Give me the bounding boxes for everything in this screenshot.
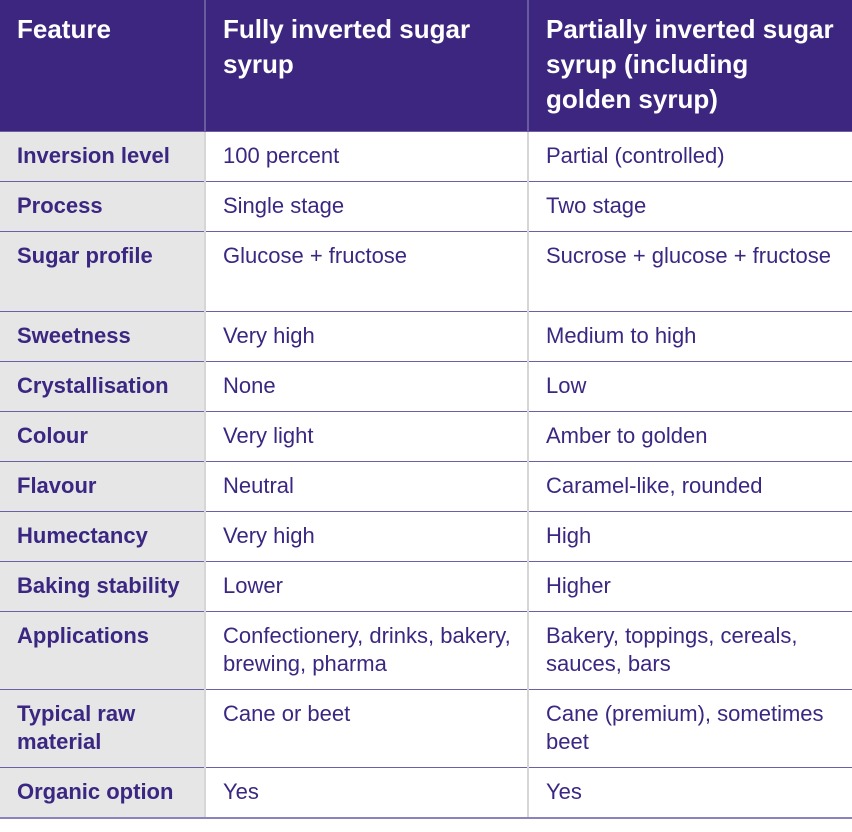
table-row: Process Single stage Two stage	[0, 181, 852, 232]
fully-inverted-cell: Lower	[204, 561, 528, 612]
feature-cell: Sugar profile	[0, 231, 205, 312]
feature-cell: Humectancy	[0, 511, 205, 562]
feature-cell: Crystallisation	[0, 361, 205, 412]
table-row: Humectancy Very high High	[0, 511, 852, 562]
partially-inverted-cell: Higher	[527, 561, 852, 612]
table-header: Feature Fully inverted sugar syrup Parti…	[0, 0, 852, 132]
feature-cell: Organic option	[0, 767, 205, 819]
partially-inverted-cell: Low	[527, 361, 852, 412]
feature-cell: Inversion level	[0, 131, 205, 182]
table-row: Applications Confectionery, drinks, bake…	[0, 611, 852, 690]
partially-inverted-cell: Two stage	[527, 181, 852, 232]
table-row: Colour Very light Amber to golden	[0, 411, 852, 462]
partially-inverted-cell: Caramel-like, rounded	[527, 461, 852, 512]
partially-inverted-cell: Yes	[527, 767, 852, 819]
fully-inverted-cell: Cane or beet	[204, 689, 528, 768]
table-row: Typical raw material Cane or beet Cane (…	[0, 689, 852, 768]
feature-cell: Process	[0, 181, 205, 232]
feature-cell: Applications	[0, 611, 205, 690]
table-row: Sugar profile Glucose + fructose Sucrose…	[0, 231, 852, 312]
header-row: Feature Fully inverted sugar syrup Parti…	[0, 0, 852, 132]
table-row: Organic option Yes Yes	[0, 767, 852, 819]
table-row: Inversion level 100 percent Partial (con…	[0, 131, 852, 182]
partially-inverted-cell: Amber to golden	[527, 411, 852, 462]
table-row: Baking stability Lower Higher	[0, 561, 852, 612]
fully-inverted-cell: Very light	[204, 411, 528, 462]
partially-inverted-cell: Partial (controlled)	[527, 131, 852, 182]
fully-inverted-cell: None	[204, 361, 528, 412]
fully-inverted-cell: Single stage	[204, 181, 528, 232]
partially-inverted-cell: Cane (premium), sometimes beet	[527, 689, 852, 768]
header-partially-inverted: Partially inverted sugar syrup (includin…	[527, 0, 852, 132]
fully-inverted-cell: Yes	[204, 767, 528, 819]
fully-inverted-cell: 100 percent	[204, 131, 528, 182]
header-fully-inverted: Fully inverted sugar syrup	[204, 0, 528, 132]
feature-cell: Colour	[0, 411, 205, 462]
fully-inverted-cell: Glucose + fructose	[204, 231, 528, 312]
feature-cell: Baking stability	[0, 561, 205, 612]
partially-inverted-cell: Sucrose + glucose + fructose	[527, 231, 852, 312]
table-row: Sweetness Very high Medium to high	[0, 311, 852, 362]
table-body: Inversion level 100 percent Partial (con…	[0, 131, 852, 819]
partially-inverted-cell: Medium to high	[527, 311, 852, 362]
table-row: Flavour Neutral Caramel-like, rounded	[0, 461, 852, 512]
fully-inverted-cell: Neutral	[204, 461, 528, 512]
fully-inverted-cell: Very high	[204, 311, 528, 362]
partially-inverted-cell: High	[527, 511, 852, 562]
feature-cell: Typical raw material	[0, 689, 205, 768]
partially-inverted-cell: Bakery, toppings, cereals, sauces, bars	[527, 611, 852, 690]
fully-inverted-cell: Confectionery, drinks, bakery, brewing, …	[204, 611, 528, 690]
table-row: Crystallisation None Low	[0, 361, 852, 412]
header-feature: Feature	[0, 0, 205, 132]
fully-inverted-cell: Very high	[204, 511, 528, 562]
feature-cell: Sweetness	[0, 311, 205, 362]
feature-cell: Flavour	[0, 461, 205, 512]
